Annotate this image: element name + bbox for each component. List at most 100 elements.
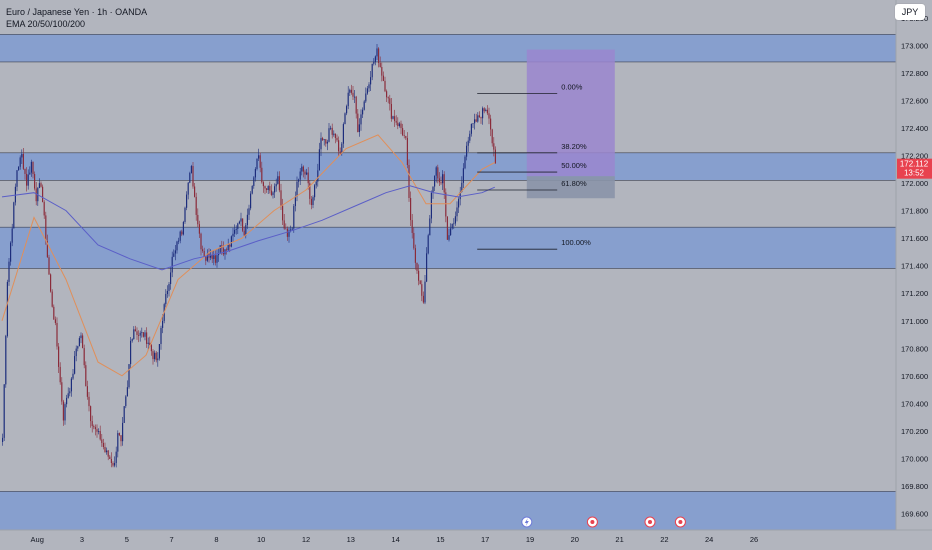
candle-body <box>27 174 29 186</box>
candle-body <box>67 393 69 398</box>
candle-body <box>189 173 191 183</box>
price-tick-label: 172.800 <box>901 69 928 78</box>
candle-body <box>283 220 285 229</box>
candle-body <box>408 165 410 198</box>
candle-body <box>477 115 479 122</box>
candle-body <box>130 340 132 365</box>
candle-body <box>274 186 276 193</box>
flag-event-icon[interactable] <box>674 516 686 528</box>
candle-body <box>227 245 229 251</box>
candle-body <box>490 118 492 130</box>
price-tick-label: 171.200 <box>901 289 928 298</box>
time-tick-label: 12 <box>302 535 310 544</box>
events-layer <box>521 516 686 528</box>
price-tick-label: 173.000 <box>901 41 928 50</box>
time-tick-label: 20 <box>571 535 579 544</box>
candle-body <box>120 435 122 442</box>
candle-body <box>106 450 108 453</box>
lightning-icon[interactable] <box>521 516 533 528</box>
candle-body <box>325 139 327 144</box>
y-axis-layer: 173.200173.000172.800172.600172.400172.2… <box>901 14 928 519</box>
candle-body <box>138 334 140 336</box>
candle-body <box>155 352 157 361</box>
candle-body <box>256 158 258 169</box>
candle-body <box>368 84 370 89</box>
candle-body <box>339 151 341 154</box>
candle-body <box>379 63 381 67</box>
candle-body <box>442 174 444 184</box>
candle-body <box>35 188 37 202</box>
candle-body <box>466 145 468 157</box>
time-axis-panel[interactable] <box>0 530 932 550</box>
candle-body <box>384 80 386 92</box>
candle-body <box>235 228 237 230</box>
candle-body <box>354 96 356 98</box>
candle-body <box>219 245 221 254</box>
price-tick-label: 171.000 <box>901 317 928 326</box>
candle-body <box>94 427 96 430</box>
candle-body <box>485 109 487 112</box>
candle-body <box>427 235 429 254</box>
price-tick-label: 171.400 <box>901 262 928 271</box>
ema-layer <box>1 134 496 377</box>
candle-body <box>443 174 445 193</box>
flag-event-icon[interactable] <box>586 516 598 528</box>
time-tick-label: Aug <box>31 535 44 544</box>
candle-body <box>107 450 109 457</box>
candle-body <box>16 170 18 187</box>
candle-body <box>293 206 295 229</box>
candle-body <box>131 339 133 341</box>
candle-body <box>414 248 416 263</box>
price-tick-label: 170.800 <box>901 344 928 353</box>
candle-body <box>99 431 101 440</box>
price-tick-label: 171.800 <box>901 207 928 216</box>
candle-body <box>378 48 380 64</box>
candle-body <box>194 186 196 197</box>
indicator-label[interactable]: EMA 20/50/100/200 <box>6 19 86 29</box>
candle-body <box>218 253 220 256</box>
position-target-box <box>526 49 615 177</box>
candle-body <box>406 138 408 166</box>
candle-body <box>258 155 260 159</box>
candle-body <box>347 92 349 107</box>
candle-body <box>32 161 34 175</box>
candle-body <box>357 113 359 133</box>
price-tick-label: 170.200 <box>901 427 928 436</box>
candle-body <box>450 228 452 236</box>
candle-body <box>136 331 138 335</box>
candle-body <box>259 155 261 168</box>
currency-button[interactable]: JPY <box>895 4 925 20</box>
flag-event-icon[interactable] <box>644 516 656 528</box>
chart-legend: Euro / Japanese Yen · 1h · OANDA EMA 20/… <box>6 6 147 30</box>
x-axis-layer: Aug 3 5 7 8 10 12 13 14 15 17 19 20 21 22 24 26 <box>31 535 759 544</box>
candle-body <box>432 186 434 193</box>
candle-body <box>318 149 320 171</box>
candle-body <box>350 89 352 93</box>
candle-body <box>478 115 480 118</box>
candle-body <box>58 346 60 367</box>
price-axis-panel[interactable] <box>896 0 932 550</box>
candle-body <box>394 116 396 121</box>
candle-body <box>51 291 53 307</box>
candle-body <box>230 236 232 247</box>
flag-event-icon-dot <box>590 520 595 524</box>
candle-body <box>285 228 287 230</box>
candle-body <box>75 348 77 357</box>
candle-body <box>222 248 224 255</box>
candle-body <box>288 230 290 237</box>
candle-body <box>474 119 476 124</box>
candle-body <box>349 89 351 93</box>
candle-body <box>242 218 244 231</box>
candle-body <box>405 135 407 139</box>
candle-body <box>323 139 325 141</box>
candle-body <box>21 154 23 158</box>
candle-body <box>19 157 21 167</box>
candle-body <box>109 456 111 460</box>
position-layer <box>526 49 615 199</box>
candle-body <box>360 114 362 125</box>
candle-body <box>146 332 148 344</box>
candle-body <box>248 208 250 215</box>
symbol-title[interactable]: Euro / Japanese Yen · 1h · OANDA <box>6 7 148 17</box>
